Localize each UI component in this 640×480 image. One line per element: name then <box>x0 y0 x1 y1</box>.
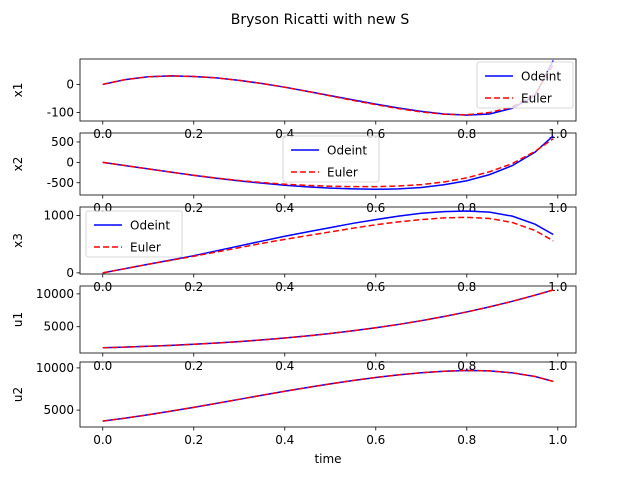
y-tick-label: 5000 <box>43 403 74 417</box>
series-line-euler <box>102 369 554 422</box>
y-tick-label: 0 <box>66 155 74 169</box>
y-tick-label: -100 <box>47 106 74 120</box>
y-tick-label: 500 <box>51 135 74 149</box>
x-tick-label: 1.0 <box>548 359 567 373</box>
y-tick-label: 0 <box>66 266 74 280</box>
x-tick-label: 0.0 <box>93 433 112 447</box>
axes-frame <box>79 361 577 428</box>
x-tick-label: 0.4 <box>275 280 294 294</box>
x-tick-label: 0.8 <box>457 433 476 447</box>
y-axis-label: u2 <box>11 387 25 402</box>
subplot-u1: 5000 10000 0.0 0.2 0.4 0.6 0.8 1.0 u1 <box>11 285 577 373</box>
x-tick-label: 0.4 <box>275 433 294 447</box>
legend: Odeint Euler <box>476 61 574 109</box>
legend-label-odeint: Odeint <box>130 219 170 233</box>
legend-label-euler: Euler <box>130 241 161 255</box>
x-axis-label: time <box>314 452 341 466</box>
y-axis-label: u1 <box>11 312 25 327</box>
axes-frame <box>79 58 577 122</box>
legend-box <box>85 210 183 258</box>
legend-label-euler: Euler <box>521 92 552 106</box>
x-tick-label: 0.8 <box>457 201 476 215</box>
x-tick-label: 0.4 <box>275 201 294 215</box>
y-tick-label: 10000 <box>36 361 74 375</box>
x-tick-label: 0.2 <box>184 127 203 141</box>
x-tick-label: 0.6 <box>366 433 385 447</box>
y-tick-label: 10000 <box>36 287 74 301</box>
series-line-euler <box>102 289 554 349</box>
x-tick-label: 0.2 <box>184 359 203 373</box>
axes-frame <box>79 285 577 354</box>
y-tick-label: 1000 <box>43 209 74 223</box>
y-tick-label: -500 <box>47 176 74 190</box>
x-tick-label: 0.2 <box>184 280 203 294</box>
y-tick-label: 5000 <box>43 320 74 334</box>
x-tick-label: 0.6 <box>366 201 385 215</box>
legend: Odeint Euler <box>282 135 380 183</box>
x-tick-label: 0.0 <box>93 127 112 141</box>
legend-label-odeint: Odeint <box>327 144 367 158</box>
series-line-euler <box>102 64 554 116</box>
legend: Odeint Euler <box>85 210 183 258</box>
x-tick-label: 1.0 <box>548 127 567 141</box>
x-tick-label: 0.2 <box>184 433 203 447</box>
x-tick-label: 1.0 <box>548 201 567 215</box>
axes-frame <box>79 132 577 196</box>
legend-box <box>476 61 574 109</box>
x-tick-label: 0.4 <box>275 359 294 373</box>
x-tick-label: 0.6 <box>366 359 385 373</box>
x-tick-label: 0.8 <box>457 359 476 373</box>
x-tick-label: 0.8 <box>457 280 476 294</box>
axes-frame <box>79 206 577 275</box>
series-line-euler <box>102 138 554 188</box>
x-tick-label: 0.2 <box>184 201 203 215</box>
y-axis-label: x1 <box>11 83 25 98</box>
subplot-u2: 5000 10000 0.0 0.2 0.4 0.6 0.8 1.0 u2 time <box>11 361 577 466</box>
legend-box <box>282 135 380 183</box>
series-line-euler <box>102 216 554 274</box>
y-tick-label: 0 <box>66 77 74 91</box>
legend-label-odeint: Odeint <box>521 70 561 84</box>
x-tick-label: 1.0 <box>548 433 567 447</box>
x-tick-label: 0.0 <box>93 280 112 294</box>
x-tick-label: 1.0 <box>548 280 567 294</box>
x-tick-label: 0.8 <box>457 127 476 141</box>
figure-title: Bryson Ricatti with new S <box>231 12 410 28</box>
x-tick-label: 0.6 <box>366 280 385 294</box>
y-axis-label: x3 <box>11 233 25 248</box>
y-axis-label: x2 <box>11 157 25 172</box>
legend-label-euler: Euler <box>327 166 358 180</box>
x-tick-label: 0.0 <box>93 359 112 373</box>
